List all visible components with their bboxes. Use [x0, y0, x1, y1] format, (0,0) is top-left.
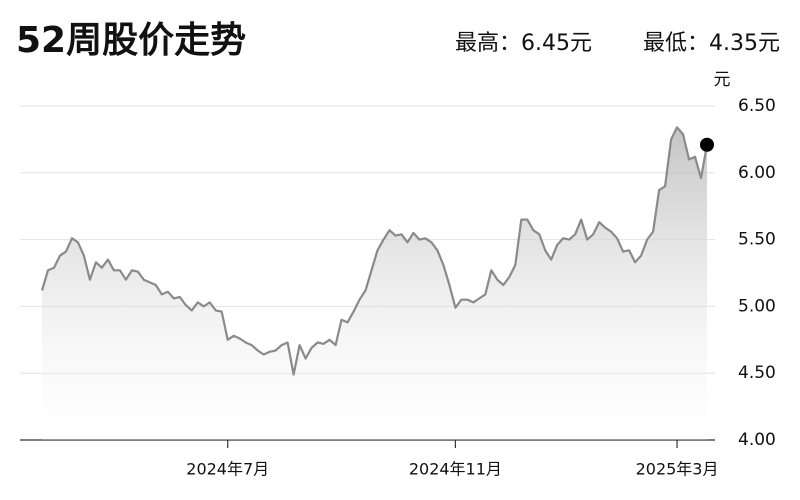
- y-tick-label: 5.00: [738, 296, 776, 316]
- x-tick-label: 2025年3月: [636, 460, 719, 479]
- low-label: 最低：4.35元: [643, 31, 780, 56]
- y-tick-label: 4.00: [738, 430, 776, 450]
- last-point: [700, 137, 714, 152]
- chart-title: 52周股价走势: [16, 20, 246, 61]
- y-tick-label: 6.50: [738, 96, 776, 116]
- high-label: 最高：6.45元: [455, 31, 592, 56]
- area: [42, 127, 707, 441]
- y-tick-label: 5.50: [738, 230, 776, 250]
- y-unit: 元: [714, 70, 731, 90]
- x-tick-label: 2024年7月: [186, 460, 269, 479]
- x-tick-label: 2024年11月: [409, 460, 502, 479]
- price-line: [40, 126, 709, 376]
- y-tick-label: 6.00: [738, 163, 776, 183]
- y-tick-label: 4.50: [738, 363, 776, 383]
